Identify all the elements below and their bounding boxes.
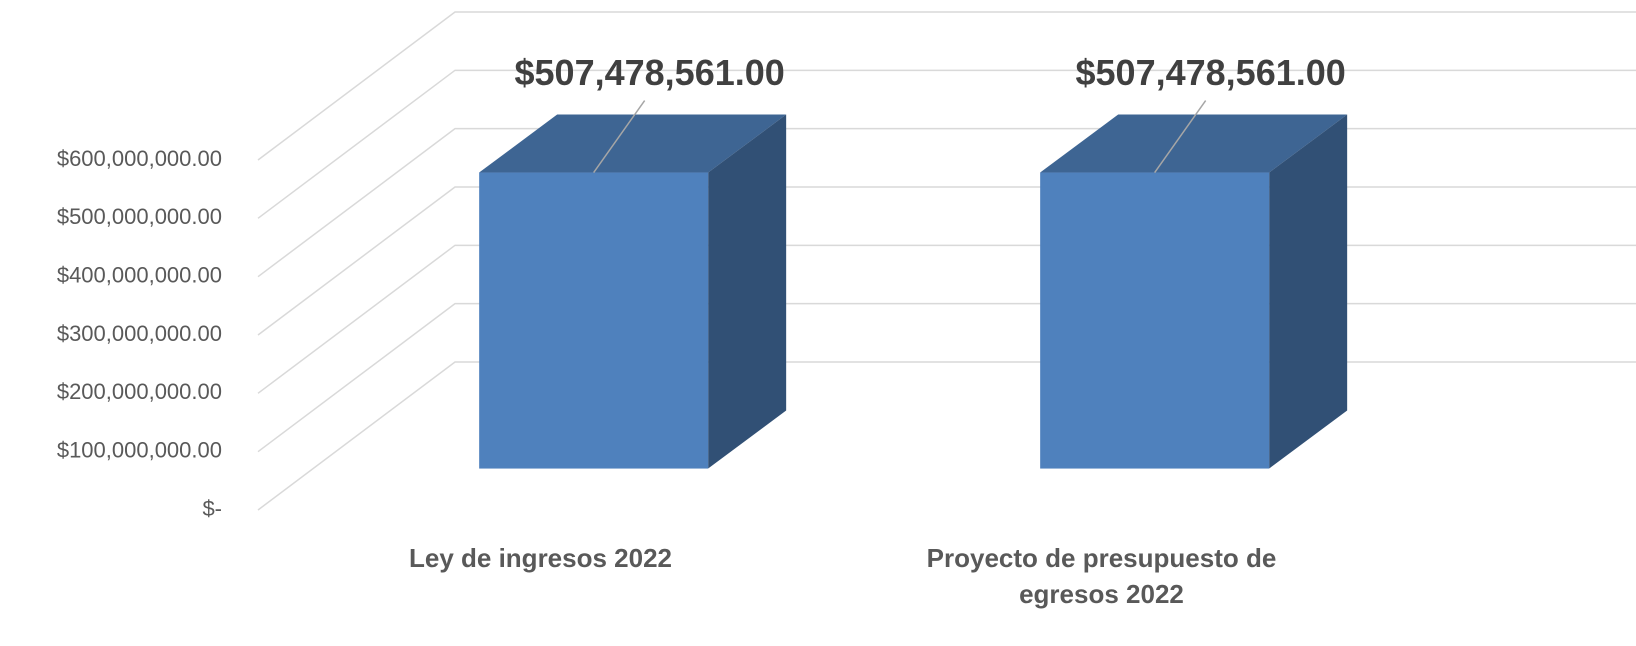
bar-side (1269, 114, 1348, 469)
leader-line (593, 100, 646, 173)
bar (1040, 172, 1270, 469)
x-tick-label: Proyecto de presupuesto de egresos 2022 (926, 543, 1277, 609)
y-tick-label: $400,000,000.00 (57, 262, 222, 287)
bar-side (708, 114, 787, 469)
x-tick-label: Ley de ingresos 2022 (408, 543, 673, 573)
leader-line (1154, 100, 1207, 173)
grid-line (257, 11, 1636, 161)
bar (479, 172, 709, 469)
grid-line (257, 302, 1636, 453)
grid-line (257, 127, 1636, 278)
bar-top (1040, 114, 1348, 173)
value-label: $507,478,561.00 (515, 52, 785, 93)
grid-line (257, 361, 1636, 511)
grid-line (257, 186, 1636, 336)
grid-line (257, 69, 1636, 219)
y-tick-label: $600,000,000.00 (57, 146, 222, 171)
y-tick-label: $100,000,000.00 (57, 437, 222, 462)
y-tick-label: $300,000,000.00 (57, 321, 222, 346)
grid-line (257, 244, 1636, 394)
y-tick-label: $- (202, 496, 222, 521)
y-tick-label: $200,000,000.00 (57, 379, 222, 404)
value-label: $507,478,561.00 (1076, 52, 1346, 93)
y-tick-label: $500,000,000.00 (57, 204, 222, 229)
bar-top (479, 114, 787, 173)
